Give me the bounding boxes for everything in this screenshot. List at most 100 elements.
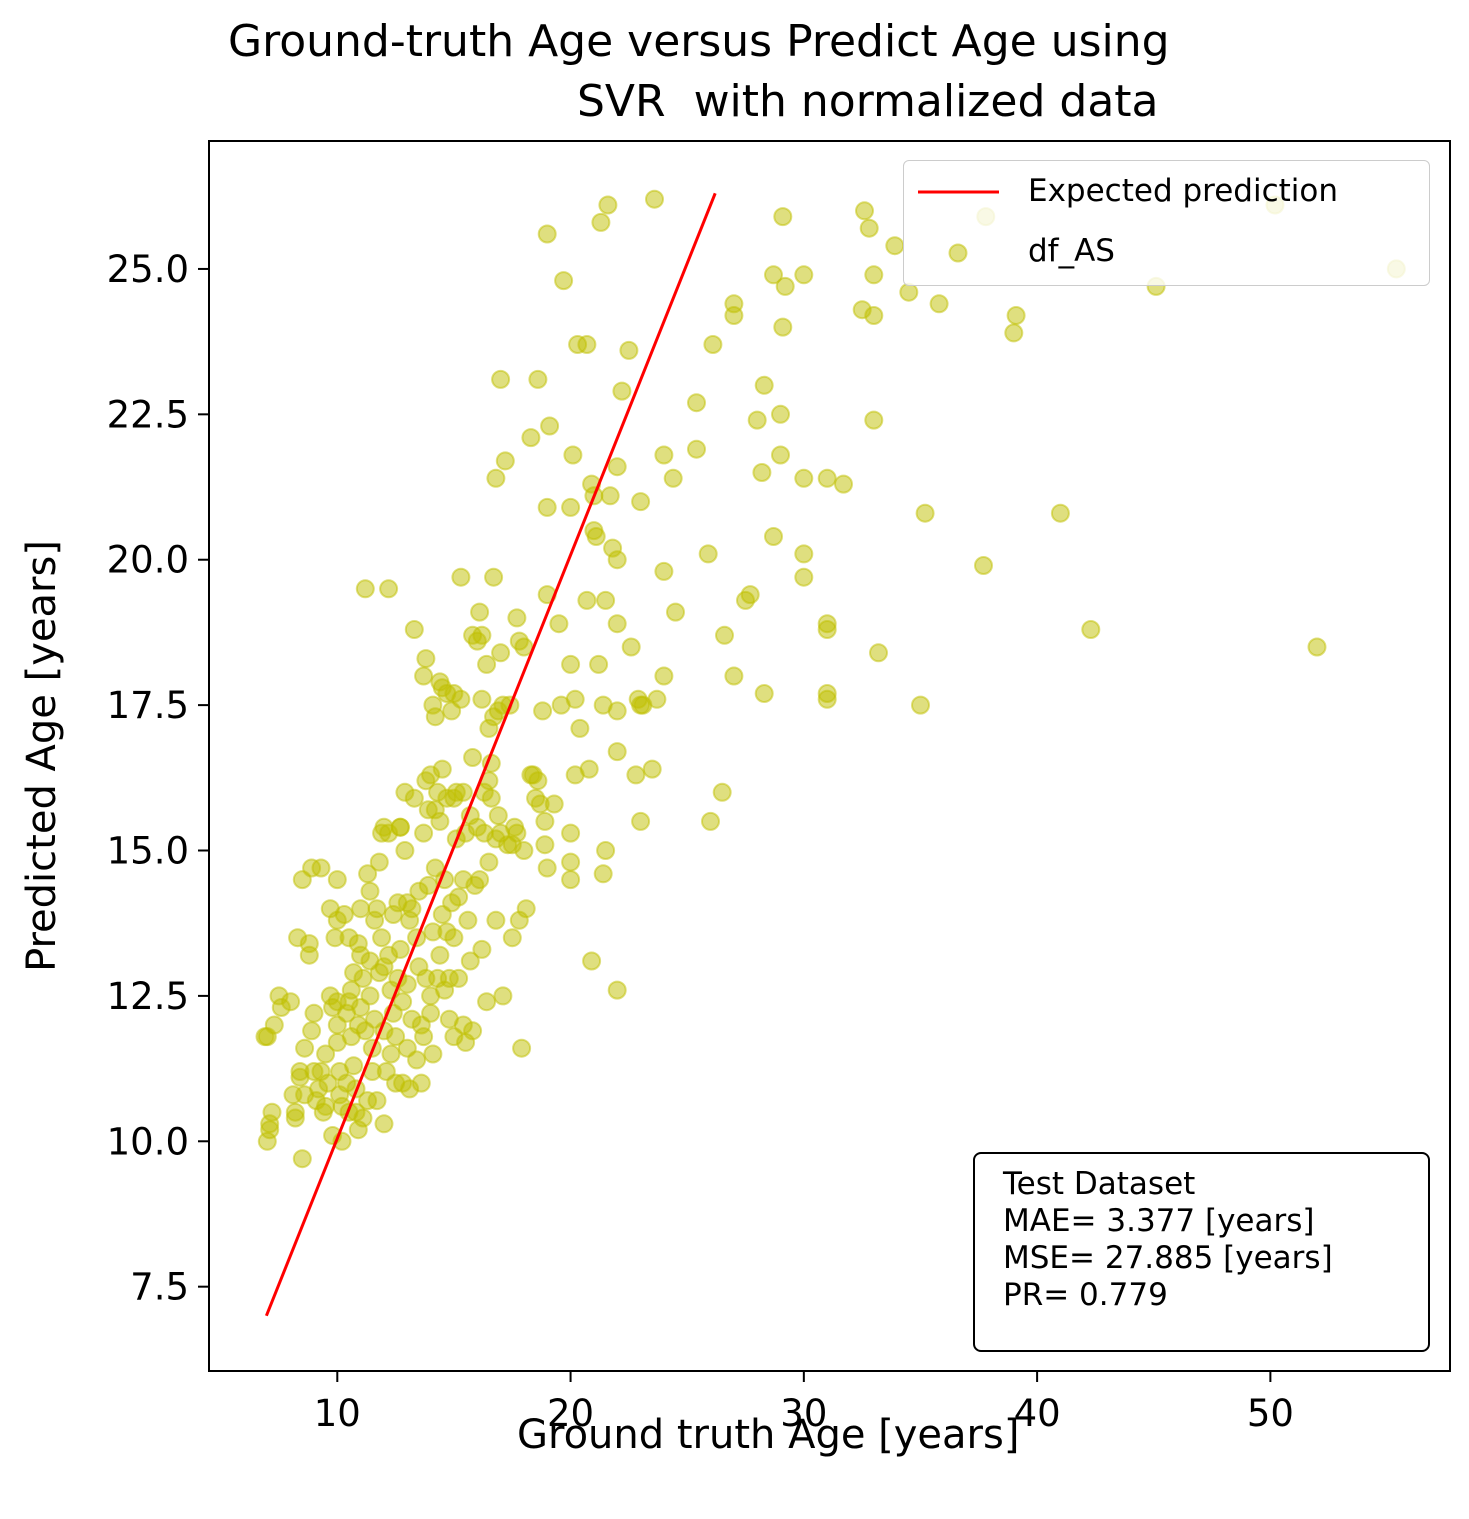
data-point — [393, 992, 413, 1012]
data-point — [764, 527, 783, 546]
data-point — [607, 614, 627, 634]
data-point — [869, 643, 888, 663]
data-point — [621, 637, 641, 657]
data-point — [600, 486, 620, 506]
data-point — [537, 858, 557, 878]
data-point — [619, 340, 639, 360]
legend: Expected prediction df_AS — [903, 160, 1430, 286]
data-point — [386, 1027, 406, 1047]
data-point — [285, 1102, 305, 1122]
data-point — [712, 782, 732, 802]
data-point — [859, 218, 879, 238]
data-point — [929, 294, 949, 314]
data-point — [367, 899, 387, 919]
data-point — [451, 689, 471, 709]
data-point — [817, 468, 837, 488]
data-point — [855, 201, 874, 221]
data-point — [752, 463, 772, 482]
data-point — [607, 550, 627, 570]
data-point — [514, 841, 534, 860]
data-point — [495, 451, 515, 471]
data-point — [512, 1038, 532, 1058]
x-tick-label: 10 — [314, 1392, 361, 1435]
data-point — [404, 788, 424, 808]
data-point — [724, 306, 744, 325]
data-point — [589, 654, 609, 674]
data-point — [402, 899, 422, 919]
data-point — [477, 654, 497, 674]
data-point — [407, 1050, 427, 1070]
data-point — [1006, 306, 1026, 325]
data-point — [502, 928, 522, 948]
data-point — [565, 689, 585, 709]
data-point — [724, 666, 744, 686]
data-point — [582, 951, 602, 971]
data-point — [262, 1102, 282, 1122]
data-point — [507, 608, 527, 628]
data-point — [631, 811, 651, 831]
data-point — [486, 910, 506, 930]
data-point — [488, 806, 508, 826]
data-point — [390, 939, 410, 959]
x-axis-ticks: 10 20 30 40 50 — [314, 1371, 1294, 1435]
data-point — [794, 468, 814, 488]
y-tick-label: 12.5 — [107, 975, 189, 1018]
data-point — [444, 928, 464, 948]
data-point — [596, 590, 616, 610]
data-point — [642, 759, 662, 779]
data-point — [299, 945, 319, 965]
data-point — [463, 748, 483, 767]
data-point — [311, 858, 331, 878]
data-point — [472, 625, 492, 645]
expected-prediction-line — [264, 192, 717, 1317]
data-point — [577, 335, 597, 354]
data-point — [535, 835, 555, 855]
annotation-mae: MAE= 3.377 [years] — [1003, 1203, 1315, 1239]
data-point — [423, 1044, 443, 1064]
data-point — [703, 335, 723, 354]
chart-title-line-1: Ground-truth Age versus Predict Age usin… — [228, 16, 1170, 67]
data-point — [404, 620, 424, 639]
data-point — [771, 404, 790, 424]
data-point — [425, 707, 445, 727]
data-point — [353, 968, 373, 988]
data-point — [544, 794, 564, 814]
data-point — [414, 823, 434, 843]
data-point — [698, 544, 718, 564]
y-tick-label: 20.0 — [107, 539, 189, 582]
legend-point-swatch — [948, 243, 968, 263]
data-point — [911, 695, 930, 715]
data-point — [460, 951, 480, 971]
data-point — [451, 567, 471, 587]
x-tick-label: 40 — [1014, 1392, 1061, 1435]
data-point — [1004, 323, 1024, 343]
data-point — [666, 602, 685, 622]
data-point — [360, 881, 380, 901]
data-point — [351, 899, 371, 919]
data-point — [654, 561, 674, 581]
metrics-annotation: Test Dataset MAE= 3.377 [years] MSE= 27.… — [973, 1152, 1430, 1352]
y-tick-label: 17.5 — [107, 684, 189, 727]
data-point — [591, 212, 611, 232]
data-point — [507, 823, 527, 843]
data-point — [561, 870, 581, 890]
scatter-points — [255, 189, 1406, 1169]
data-point — [899, 282, 919, 302]
data-point — [486, 468, 506, 488]
data-point — [516, 899, 536, 919]
data-point — [521, 428, 541, 448]
data-point — [421, 1003, 441, 1023]
data-point — [754, 375, 774, 395]
data-point — [740, 585, 760, 605]
data-point — [395, 841, 415, 860]
data-point — [528, 369, 548, 389]
data-point — [537, 497, 557, 517]
y-tick-label: 25.0 — [107, 248, 189, 291]
data-point — [481, 788, 501, 808]
data-point — [563, 445, 583, 465]
data-point — [596, 841, 616, 860]
data-point — [302, 1021, 322, 1041]
data-point — [561, 852, 581, 872]
data-point — [631, 492, 651, 512]
data-point — [432, 759, 452, 779]
